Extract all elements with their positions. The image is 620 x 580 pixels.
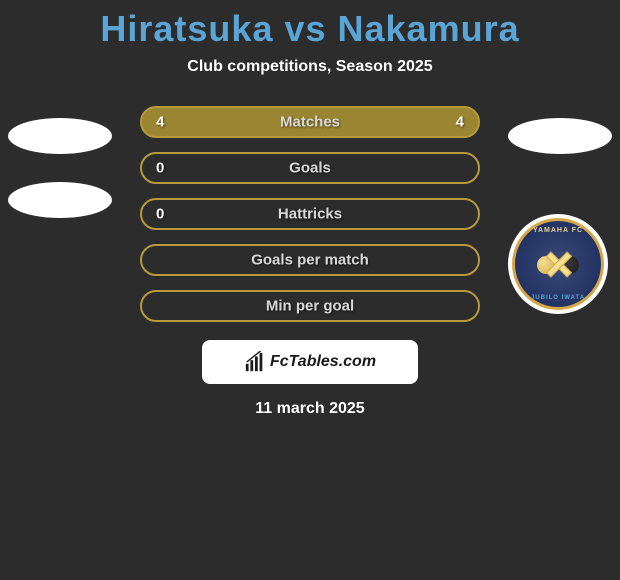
badge-inner: YAMAHA FC JUBILO IWATA (512, 218, 604, 310)
stat-row-goals: 0 Goals (140, 152, 480, 184)
badge-cross-icon (544, 250, 572, 278)
badge-text-bottom: JUBILO IWATA (515, 295, 601, 301)
chart-icon (244, 351, 266, 373)
attribution-text: FcTables.com (270, 353, 376, 371)
date-text: 11 march 2025 (0, 400, 620, 418)
silhouette-ellipse (8, 118, 112, 154)
stat-row-goals-per-match: Goals per match (140, 244, 480, 276)
stat-row-matches: 4 Matches 4 (140, 106, 480, 138)
stat-label: Hattricks (278, 206, 342, 223)
silhouette-ellipse (8, 182, 112, 218)
stat-label: Goals (289, 160, 331, 177)
stat-value-right: 4 (456, 114, 464, 131)
stat-label: Min per goal (266, 298, 354, 315)
subtitle: Club competitions, Season 2025 (0, 58, 620, 76)
stat-value-left: 0 (156, 206, 164, 223)
attribution-box: FcTables.com (202, 340, 418, 384)
player-left-placeholder (8, 118, 112, 218)
stat-label: Matches (280, 114, 340, 131)
stat-label: Goals per match (251, 252, 369, 269)
stat-value-left: 4 (156, 114, 164, 131)
stat-row-hattricks: 0 Hattricks (140, 198, 480, 230)
badge-text-top: YAMAHA FC (515, 227, 601, 234)
silhouette-ellipse (508, 118, 612, 154)
stat-row-min-per-goal: Min per goal (140, 290, 480, 322)
stats-area: 4 Matches 4 0 Goals 0 Hattricks Goals pe… (140, 106, 480, 322)
player-right-badge: YAMAHA FC JUBILO IWATA (508, 118, 612, 314)
club-badge: YAMAHA FC JUBILO IWATA (508, 214, 608, 314)
stat-value-left: 0 (156, 160, 164, 177)
page-title: Hiratsuka vs Nakamura (0, 8, 620, 50)
